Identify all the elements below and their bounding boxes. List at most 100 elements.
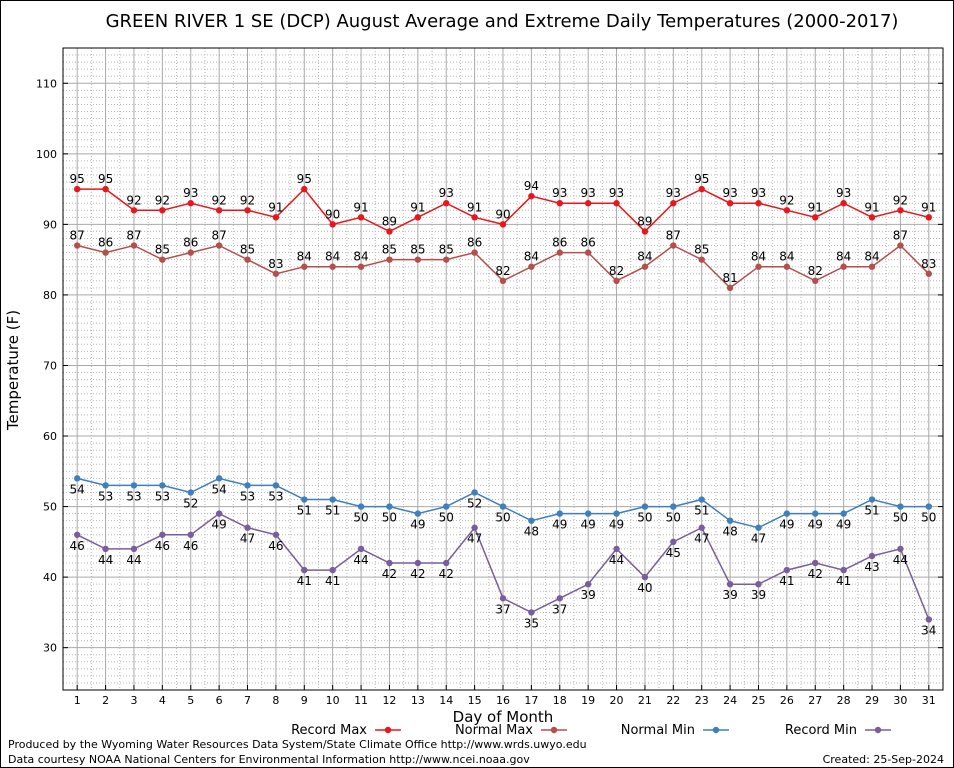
- data-point-record-max: [698, 185, 705, 193]
- data-point-record-max: [244, 207, 251, 214]
- data-point-normal-max: [755, 263, 762, 270]
- data-label-record-min: 42: [382, 567, 397, 581]
- data-point-normal-max: [584, 249, 592, 256]
- data-label-record-max: 95: [70, 172, 85, 186]
- data-label-record-max: 93: [836, 186, 851, 200]
- data-label-record-max: 93: [183, 186, 198, 200]
- x-tick-label: 15: [468, 694, 482, 707]
- data-point-record-max: [499, 221, 507, 228]
- data-point-record-min: [414, 559, 422, 567]
- data-label-record-max: 93: [722, 186, 737, 200]
- data-label-normal-max: 84: [524, 250, 539, 264]
- data-label-record-min: 44: [126, 553, 141, 567]
- data-label-normal-min: 48: [524, 525, 539, 539]
- footer-created-date: Created: 25-Sep-2024: [823, 753, 944, 766]
- data-point-record-min: [272, 531, 280, 538]
- data-label-normal-max: 82: [609, 264, 624, 278]
- x-tick-label: 6: [216, 694, 223, 707]
- data-point-record-max: [840, 200, 847, 207]
- data-point-record-min: [215, 510, 223, 517]
- data-point-normal-min: [528, 517, 535, 524]
- data-point-normal-min: [812, 510, 819, 517]
- data-point-record-min: [840, 566, 847, 574]
- data-point-record-min: [386, 559, 393, 567]
- data-label-normal-max: 85: [155, 243, 170, 257]
- data-point-normal-min: [641, 503, 649, 510]
- y-tick-label: 60: [43, 430, 57, 443]
- x-tick-label: 23: [695, 694, 709, 707]
- data-label-record-max: 95: [98, 172, 113, 186]
- x-tick-label: 2: [102, 694, 109, 707]
- data-label-normal-min: 49: [836, 518, 851, 532]
- data-point-normal-min: [670, 503, 677, 510]
- data-label-normal-max: 84: [325, 250, 340, 264]
- data-point-normal-max: [670, 242, 677, 249]
- data-label-normal-min: 50: [666, 511, 681, 525]
- y-tick-label: 110: [36, 77, 57, 90]
- data-label-record-max: 95: [694, 172, 709, 186]
- data-label-normal-min: 49: [410, 518, 425, 532]
- data-point-record-min: [357, 545, 365, 553]
- data-label-record-min: 42: [439, 567, 454, 581]
- x-axis-label: Day of Month: [453, 708, 554, 726]
- data-label-record-max: 91: [808, 200, 823, 214]
- data-point-record-min: [698, 524, 705, 531]
- data-point-normal-min: [102, 482, 109, 489]
- data-label-normal-max: 81: [722, 271, 737, 285]
- data-label-record-min: 44: [893, 553, 908, 567]
- x-tick-label: 11: [354, 694, 368, 707]
- data-point-normal-min: [584, 510, 592, 517]
- data-label-record-min: 40: [637, 581, 652, 595]
- data-label-record-min: 44: [609, 553, 624, 567]
- data-point-record-min: [244, 524, 251, 531]
- data-point-normal-min: [244, 482, 251, 489]
- data-label-normal-max: 84: [637, 250, 652, 264]
- data-label-normal-min: 53: [155, 489, 170, 503]
- data-point-normal-max: [272, 270, 280, 277]
- data-label-normal-max: 82: [495, 264, 510, 278]
- data-point-normal-min: [897, 503, 904, 510]
- chart-title: GREEN RIVER 1 SE (DCP) August Average an…: [106, 11, 899, 32]
- series-layer: 95 95 92 92 93 92 92 91 95 90 91 89 91 93 91 90 94 93 93 93…: [70, 172, 937, 637]
- footer-data-courtesy: Data courtesy NOAA National Centers for …: [8, 753, 530, 766]
- data-point-normal-min: [443, 503, 450, 510]
- data-label-normal-min: 51: [694, 504, 709, 518]
- data-label-record-max: 93: [666, 186, 681, 200]
- data-label-normal-min: 50: [353, 511, 368, 525]
- data-label-normal-min: 48: [722, 525, 737, 539]
- data-point-record-min: [755, 580, 762, 588]
- data-point-record-min: [499, 595, 507, 602]
- data-point-normal-min: [215, 475, 223, 482]
- data-label-normal-min: 49: [581, 518, 596, 532]
- data-point-record-max: [414, 214, 422, 221]
- data-label-record-max: 93: [552, 186, 567, 200]
- series-record-max: 95 95 92 92 93 92 92 91 95 90 91 89 91 93 91 90 94 93 93 93…: [70, 172, 936, 235]
- data-label-record-min: 42: [808, 567, 823, 581]
- data-point-record-max: [443, 200, 450, 207]
- x-tick-label: 24: [723, 694, 737, 707]
- data-label-normal-min: 53: [98, 489, 113, 503]
- data-point-normal-min: [272, 482, 280, 489]
- minor-gridlines: [63, 47, 943, 691]
- data-label-record-min: 37: [495, 602, 510, 616]
- data-point-record-min: [925, 616, 933, 623]
- x-tick-label: 26: [780, 694, 794, 707]
- data-point-normal-max: [443, 256, 450, 263]
- data-point-record-max: [102, 185, 109, 193]
- x-tick-label: 16: [496, 694, 510, 707]
- data-label-normal-min: 50: [637, 511, 652, 525]
- x-tick-label: 21: [638, 694, 652, 707]
- y-tick-label: 100: [36, 148, 57, 161]
- data-label-normal-max: 86: [98, 236, 113, 250]
- y-tick-label: 40: [43, 571, 57, 584]
- data-label-record-max: 92: [155, 193, 170, 207]
- data-label-record-min: 39: [581, 588, 596, 602]
- data-point-record-max: [812, 214, 819, 221]
- data-point-normal-min: [357, 503, 365, 510]
- data-label-record-max: 93: [609, 186, 624, 200]
- x-tick-label: 17: [524, 694, 538, 707]
- data-point-record-min: [187, 531, 194, 538]
- data-label-normal-min: 50: [439, 511, 454, 525]
- data-point-record-max: [868, 214, 876, 221]
